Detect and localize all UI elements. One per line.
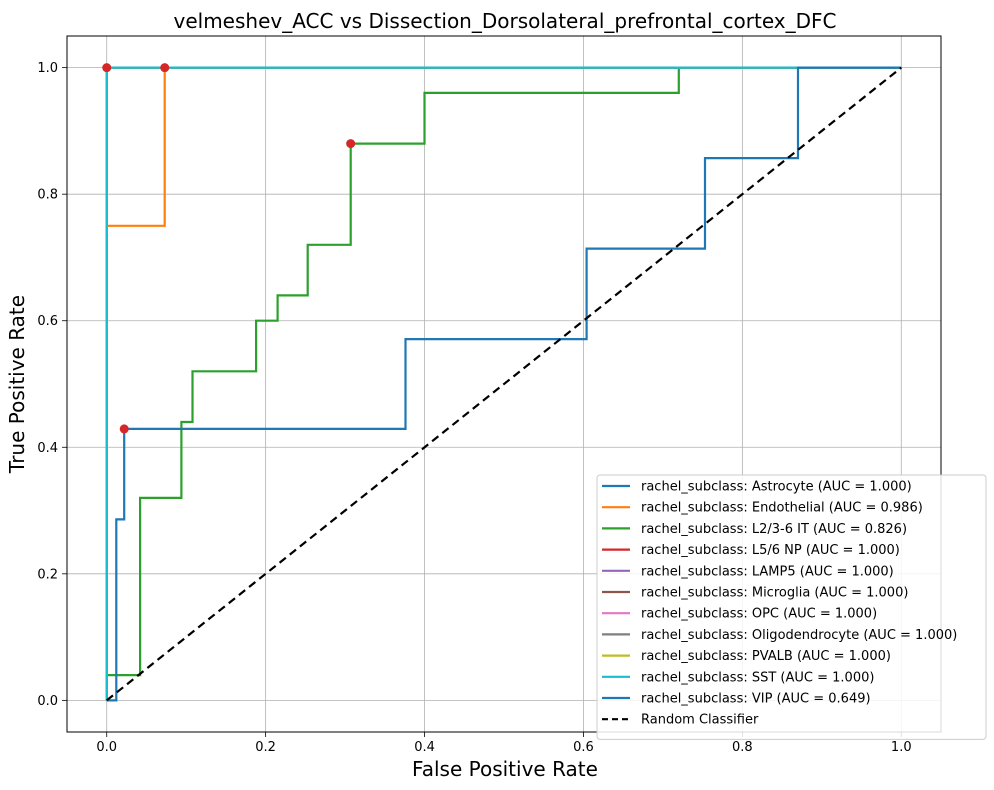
x-tick-label: 0.4 [414,740,435,755]
series-line-2 [105,66,902,701]
y-tick-label: 0.0 [37,694,58,709]
legend-label: Random Classifier [641,713,759,728]
x-axis-label: False Positive Rate [412,757,598,781]
y-tick-label: 0.6 [37,314,58,329]
legend-label: rachel_subclass: L2/3-6 IT (AUC = 0.826) [641,522,907,537]
series-line-11 [106,66,902,702]
y-tick-label: 1.0 [37,61,58,76]
legend-label: rachel_subclass: LAMP5 (AUC = 1.000) [641,564,894,579]
legend-box [596,474,987,740]
legend-label: rachel_subclass: Oligodendrocyte (AUC = … [641,628,957,643]
y-axis-label: True Positive Rate [5,295,29,474]
y-tick-label: 0.2 [37,567,58,582]
y-tick-label: 0.4 [37,441,58,456]
optimal-point-marker [346,139,356,149]
axes-frame [66,35,942,733]
x-tick-label: 0.8 [732,740,753,755]
optimal-point-marker [160,63,170,73]
legend-label: rachel_subclass: PVALB (AUC = 1.000) [641,649,891,664]
optimal-point-marker [102,63,112,73]
x-tick-label: 0.0 [96,740,117,755]
chart-title: velmeshev_ACC vs Dissection_Dorsolateral… [174,9,837,33]
optimal-point-marker [119,424,129,434]
legend-label: rachel_subclass: VIP (AUC = 0.649) [641,692,871,707]
legend-label: rachel_subclass: SST (AUC = 1.000) [641,670,874,685]
x-tick-label: 1.0 [891,740,912,755]
legend: rachel_subclass: Astrocyte (AUC = 1.000)… [596,474,987,740]
y-tick-label: 0.8 [37,188,58,203]
plot-area: 0.0 0.2 0.4 0.6 0.8 1.0 0.0 0.2 0.4 0.6 0.8 1.0 [37,35,942,755]
legend-label: rachel_subclass: Endothelial (AUC = 0.98… [641,501,923,516]
legend-label: rachel_subclass: Microglia (AUC = 1.000) [641,586,908,601]
x-tick-label: 0.2 [255,740,276,755]
x-tick-label: 0.6 [573,740,594,755]
series-line-10 [106,66,902,702]
legend-label: rachel_subclass: OPC (AUC = 1.000) [641,607,877,622]
legend-label: rachel_subclass: Astrocyte (AUC = 1.000) [641,480,912,495]
legend-label: rachel_subclass: L5/6 NP (AUC = 1.000) [641,543,900,558]
